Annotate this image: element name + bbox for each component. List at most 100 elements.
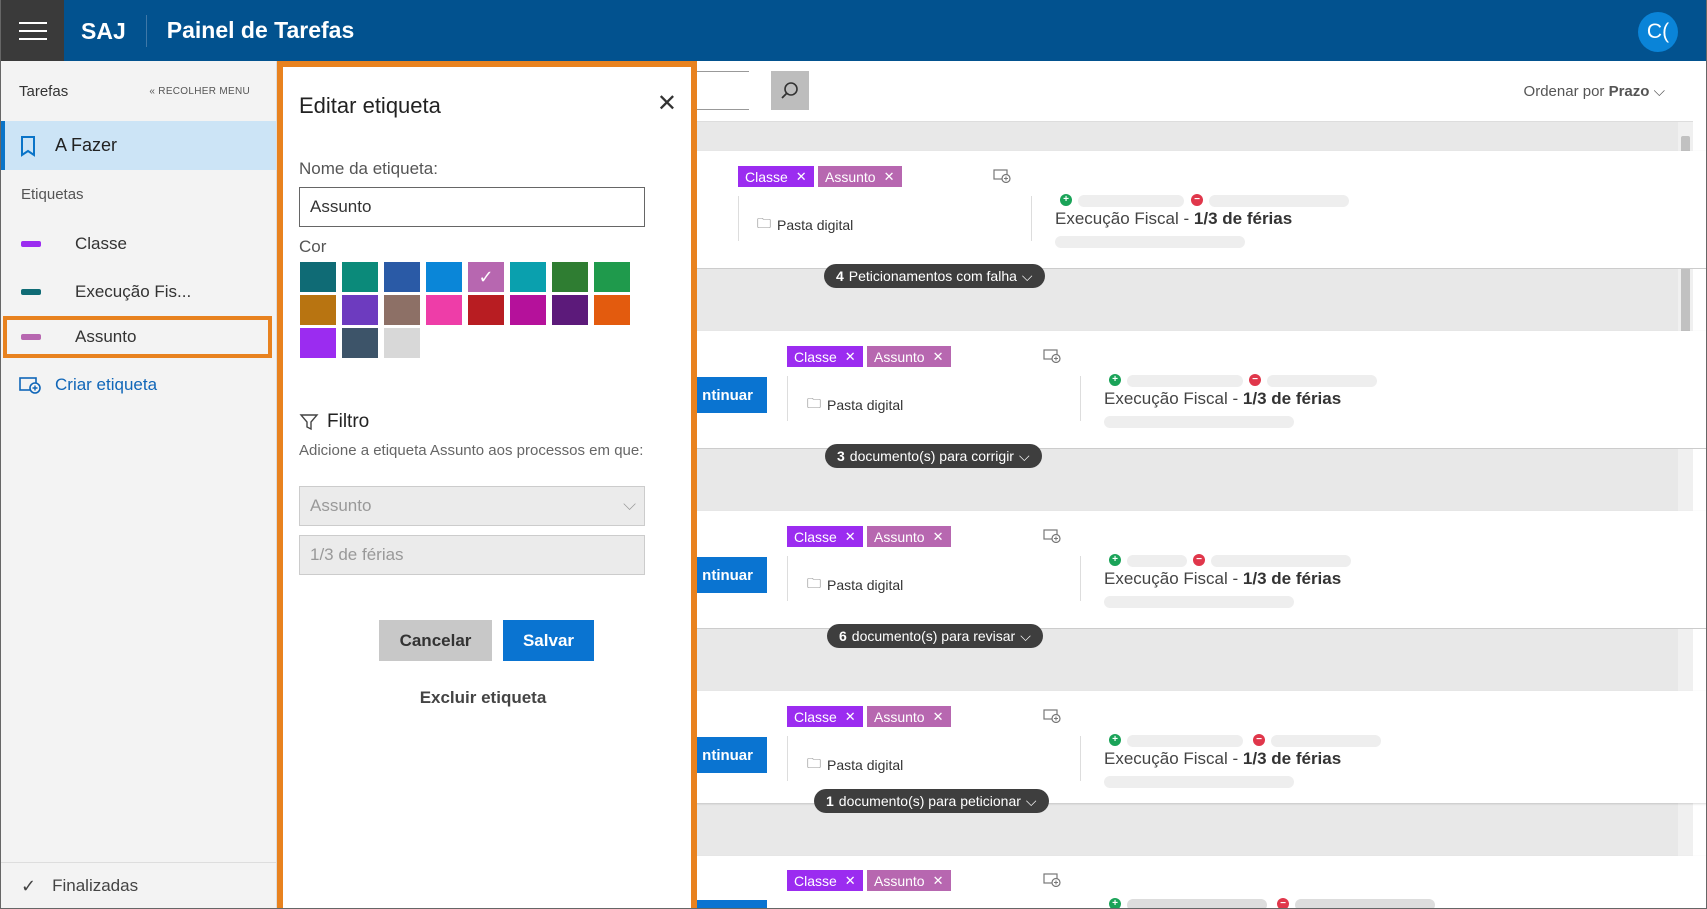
digital-folder-link[interactable]: 🗀 Pasta digital (807, 573, 903, 597)
chevron-down-icon: ⌵ (1021, 267, 1033, 284)
delete-tag-button[interactable]: Excluir etiqueta (419, 688, 547, 707)
chip-label: Classe (745, 168, 788, 185)
collapse-menu-button[interactable]: « RECOLHER MENU (149, 86, 250, 97)
close-icon[interactable]: ✕ (656, 90, 677, 117)
tag-name-input[interactable]: Assunto (299, 187, 645, 227)
color-swatch[interactable] (552, 262, 588, 292)
sort-value: Prazo (1608, 83, 1650, 100)
close-icon[interactable]: ✕ (932, 348, 944, 364)
minus-circle-icon: − (1193, 554, 1205, 566)
tag-color-swatch (21, 289, 41, 295)
folder-icon: 🗀 (807, 575, 821, 591)
sort-prefix: Ordenar por (1523, 83, 1605, 100)
color-swatch[interactable] (384, 295, 420, 325)
close-icon[interactable]: ✕ (844, 872, 856, 888)
color-swatch[interactable] (300, 328, 336, 358)
close-icon[interactable]: ✕ (932, 872, 944, 888)
task-card: Classe✕ Assunto✕ ··· 🗀Pasta digital + − … (657, 151, 1706, 288)
status-pill[interactable]: 4 Peticionamentos com falha ⌵ (824, 264, 1045, 288)
cancel-button[interactable]: Cancelar (379, 620, 492, 661)
hamburger-menu-icon[interactable] (1, 0, 64, 61)
sidebar-title: Tarefas (19, 82, 69, 100)
close-icon[interactable]: ✕ (795, 168, 807, 184)
close-icon[interactable]: ✕ (844, 348, 856, 364)
color-swatch[interactable] (552, 295, 588, 325)
add-tag-icon (19, 377, 41, 394)
color-swatch[interactable] (384, 328, 420, 358)
chip-label: Assunto (874, 348, 925, 365)
continue-button[interactable] (657, 900, 767, 908)
edit-tag-dialog: Editar etiqueta ✕ Nome da etiqueta: Assu… (277, 61, 697, 908)
color-swatch[interactable] (510, 262, 546, 292)
brand-logo[interactable]: SAJ (81, 14, 147, 47)
chevron-down-icon: ⌵ (1025, 792, 1037, 809)
tag-chip-assunto[interactable]: Assunto ✕ (867, 346, 951, 367)
chip-label: Classe (794, 528, 837, 545)
close-icon[interactable]: ✕ (844, 708, 856, 724)
create-tag-button[interactable]: Criar etiqueta (1, 358, 276, 412)
folder-label: Pasta digital (827, 577, 904, 593)
task-card: ntinuar Classe✕ Assunto✕ ··· 🗀Pasta digi… (657, 331, 1706, 468)
close-icon[interactable]: ✕ (844, 528, 856, 544)
tag-chip-assunto[interactable]: Assunto ✕ (867, 870, 951, 891)
tag-chip-classe[interactable]: Classe ✕ (738, 166, 814, 187)
add-tag-icon[interactable] (993, 169, 1011, 183)
close-icon[interactable]: ✕ (883, 168, 895, 184)
minus-circle-icon: − (1249, 374, 1261, 386)
folder-icon: 🗀 (757, 215, 771, 231)
tag-chip-assunto[interactable]: Assunto ✕ (867, 526, 951, 547)
sidebar-tag-classe[interactable]: Classe (1, 220, 276, 268)
status-pill[interactable]: 3 documento(s) para corrigir ⌵ (825, 444, 1042, 468)
tag-chip-assunto[interactable]: Assunto ✕ (867, 706, 951, 727)
top-bar: SAJ Painel de Tarefas C( (1, 0, 1706, 61)
color-swatch[interactable] (510, 295, 546, 325)
add-tag-icon[interactable] (1043, 709, 1061, 723)
filter-section-title: Filtro (299, 411, 369, 433)
digital-folder-link[interactable]: 🗀 Pasta digital (807, 753, 903, 777)
add-tag-icon[interactable] (1043, 349, 1061, 363)
tag-chip-classe[interactable]: Classe ✕ (787, 526, 863, 547)
color-swatch[interactable] (426, 262, 462, 292)
status-pill[interactable]: 1 documento(s) para peticionar ⌵ (814, 789, 1049, 813)
sidebar-item-done[interactable]: ✓ Finalizadas (1, 862, 276, 908)
tag-chip-classe[interactable]: Classe ✕ (787, 706, 863, 727)
folder-label: Pasta digital (827, 757, 904, 773)
sidebar-tag-execucao[interactable]: Execução Fis... (1, 268, 276, 316)
search-button[interactable] (771, 71, 809, 110)
chevron-down-icon: ⌵ (1020, 627, 1031, 644)
close-icon[interactable]: ✕ (932, 528, 944, 544)
color-swatch[interactable] (342, 295, 378, 325)
color-swatch[interactable] (342, 262, 378, 292)
sidebar-item-todo[interactable]: A Fazer (1, 121, 276, 170)
checkmark-icon: ✓ (478, 266, 494, 287)
tag-chip-classe[interactable]: Classe ✕ (787, 346, 863, 367)
color-swatch[interactable] (594, 262, 630, 292)
digital-folder-link[interactable]: 🗀 Pasta digital (757, 213, 853, 237)
sort-dropdown[interactable]: Ordenar por Prazo ⌵ (1524, 83, 1665, 100)
color-swatch[interactable] (300, 262, 336, 292)
color-swatch[interactable] (594, 295, 630, 325)
sidebar-tag-assunto[interactable]: Assunto (3, 316, 272, 358)
color-swatch[interactable] (426, 295, 462, 325)
color-swatch[interactable] (300, 295, 336, 325)
color-swatch[interactable]: ✓ (468, 262, 504, 292)
collapse-menu-label: RECOLHER MENU (158, 85, 250, 97)
status-pill[interactable]: 6 documento(s) para revisar ⌵ (827, 624, 1043, 648)
pill-text: documento(s) para corrigir (849, 448, 1014, 464)
avatar[interactable]: C( (1638, 12, 1678, 52)
filter-field-select: Assunto ⌵ (299, 486, 645, 526)
add-tag-icon[interactable] (1043, 529, 1061, 543)
color-swatch[interactable] (342, 328, 378, 358)
plus-circle-icon: + (1109, 374, 1121, 386)
color-swatch[interactable] (468, 295, 504, 325)
subject-text: 1/3 de férias (1242, 389, 1342, 408)
close-icon[interactable]: ✕ (932, 708, 944, 724)
save-button[interactable]: Salvar (503, 620, 594, 661)
add-tag-icon[interactable] (1043, 873, 1061, 887)
pill-count: 3 (837, 448, 845, 464)
chip-label: Assunto (874, 872, 925, 889)
tag-chip-classe[interactable]: Classe ✕ (787, 870, 863, 891)
color-swatch[interactable] (384, 262, 420, 292)
digital-folder-link[interactable]: 🗀 Pasta digital (807, 393, 903, 417)
tag-chip-assunto[interactable]: Assunto ✕ (818, 166, 902, 187)
